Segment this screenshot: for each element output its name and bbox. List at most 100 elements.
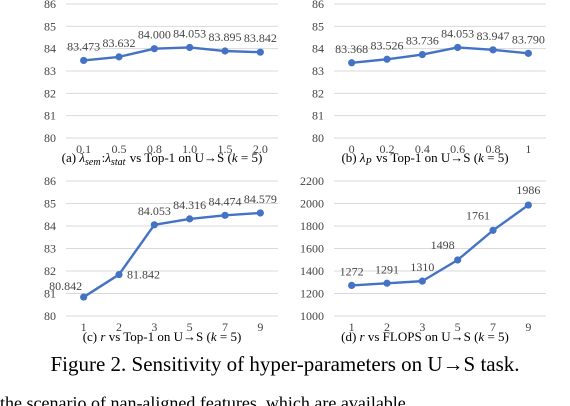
x-tick-label: 0.2 (380, 142, 395, 156)
figure-caption: Figure 2. Sensitivity of hyper-parameter… (50, 352, 520, 376)
x-tick-label: 9 (525, 320, 531, 334)
x-tick-label: 1.0 (182, 142, 197, 156)
y-tick-label: 2000 (300, 197, 324, 211)
y-tick-label: 1000 (300, 309, 324, 323)
data-label: 1986 (516, 183, 540, 197)
x-tick-label: 2 (116, 320, 122, 334)
data-label: 1761 (466, 208, 490, 222)
y-tick-label: 84 (312, 42, 324, 56)
data-point (256, 209, 264, 217)
data-label: 80.842 (49, 279, 82, 293)
data-label: 83.790 (512, 32, 545, 46)
data-label: 1272 (340, 264, 364, 278)
x-tick-label: 0.8 (147, 142, 162, 156)
x-tick-label: 7 (222, 320, 228, 334)
x-tick-label: 0.1 (76, 142, 91, 156)
y-tick-label: 85 (312, 19, 324, 33)
data-label: 84.053 (441, 26, 474, 40)
data-label: 1291 (375, 262, 399, 276)
data-point (524, 201, 532, 209)
subfigure-caption: (a) λsem :λstat vs Top-1 on U→S (k = 5) (62, 150, 263, 168)
y-tick-label: 81 (312, 109, 324, 123)
x-tick-label: 5 (187, 320, 193, 334)
x-tick-label: 0.6 (450, 142, 465, 156)
data-point (115, 270, 123, 279)
data-point (115, 53, 123, 61)
x-tick-label: 3 (151, 320, 157, 334)
data-label: 83.632 (103, 36, 136, 50)
chart-panel-4: 1000 1200 1400 1600 1800 2000 2200 1 2 3 5 7 9 1272 12… (300, 174, 546, 344)
data-label: 84.053 (173, 26, 206, 40)
data-point (80, 56, 88, 65)
data-label: 83.842 (244, 31, 277, 45)
y-tick-label: 1800 (300, 219, 324, 233)
trailing-body-text: the scenario of nan-aligned features, wh… (0, 393, 420, 406)
y-tick-label: 80 (312, 131, 324, 145)
data-point (383, 55, 391, 63)
x-tick-label: 2.0 (253, 142, 268, 156)
data-point (489, 46, 497, 54)
x-tick-label: 0 (349, 142, 355, 156)
series-line (351, 46, 529, 64)
data-point (150, 45, 158, 53)
x-tick-label: 3 (419, 320, 425, 334)
x-tick-label: 1 (81, 320, 87, 334)
data-label: 84.474 (209, 194, 242, 208)
y-tick-label: 80 (44, 131, 56, 145)
data-point (186, 215, 194, 223)
y-tick-label: 82 (312, 86, 324, 100)
y-tick-label: 84 (44, 219, 56, 233)
data-label: 81.842 (127, 268, 160, 282)
data-label: 83.473 (67, 39, 100, 53)
y-tick-label: 83 (312, 64, 324, 78)
subfigure-caption: (d) r vs FLOPS on U→S (k = 5) (341, 329, 509, 344)
subfigure-caption: (c) r vs Top-1 on U→S (k = 5) (83, 329, 242, 344)
data-point (418, 277, 426, 285)
data-point (524, 49, 532, 57)
y-tick-label: 86 (312, 0, 324, 11)
data-label: 83.736 (406, 34, 439, 48)
y-tick-label: 1400 (300, 264, 324, 278)
y-tick-label: 85 (44, 197, 56, 211)
data-label: 84.053 (138, 204, 171, 218)
y-tick-label: 80 (44, 309, 56, 323)
x-tick-label: 0.8 (486, 142, 501, 156)
y-tick-label: 83 (44, 64, 56, 78)
data-label: 83.368 (335, 42, 368, 56)
data-label: 83.526 (371, 38, 404, 52)
subfigure-caption: (b) λP vs Top-1 on U→S (k = 5) (341, 150, 508, 168)
data-point (383, 279, 391, 287)
data-point (80, 293, 88, 301)
x-tick-label: 1 (525, 142, 531, 156)
y-tick-label: 86 (44, 0, 56, 11)
data-point (150, 221, 158, 229)
data-label: 84.316 (173, 198, 206, 212)
y-tick-label: 86 (44, 174, 56, 188)
data-label: 83.895 (209, 30, 242, 44)
y-tick-label: 2200 (300, 174, 324, 188)
data-point (454, 43, 462, 52)
x-tick-label: 0.4 (415, 142, 430, 156)
y-tick-label: 84 (44, 42, 56, 56)
x-tick-label: 5 (455, 320, 461, 334)
data-point (418, 50, 426, 59)
series-line (351, 204, 530, 287)
data-point (454, 256, 462, 264)
data-point (221, 47, 229, 55)
data-point (348, 59, 356, 67)
y-tick-label: 85 (44, 19, 56, 33)
data-point (489, 226, 497, 234)
y-tick-label: 81 (44, 287, 56, 301)
x-tick-label: 2 (384, 320, 390, 334)
y-tick-label: 82 (44, 264, 56, 278)
x-tick-label: 1.5 (218, 142, 233, 156)
data-label: 84.579 (244, 192, 277, 206)
y-tick-label: 1200 (300, 287, 324, 301)
data-point (186, 43, 194, 52)
chart-panel-2: 80 81 82 83 84 85 86 0 0.2 0.4 0.6 0.8 1 83.368 83.526… (312, 0, 546, 168)
x-tick-label: 0.5 (112, 142, 127, 156)
data-label: 84.000 (138, 28, 171, 42)
y-tick-label: 1600 (300, 242, 324, 256)
